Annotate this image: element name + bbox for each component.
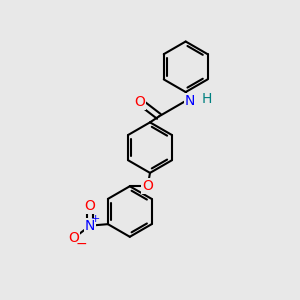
Text: O: O bbox=[85, 199, 95, 213]
Text: O: O bbox=[142, 179, 153, 193]
Text: O: O bbox=[134, 94, 145, 109]
Text: N: N bbox=[85, 219, 95, 232]
Text: N: N bbox=[185, 94, 195, 108]
Text: +: + bbox=[91, 214, 100, 224]
Text: H: H bbox=[202, 92, 212, 106]
Text: −: − bbox=[75, 236, 87, 250]
Text: O: O bbox=[68, 231, 79, 245]
